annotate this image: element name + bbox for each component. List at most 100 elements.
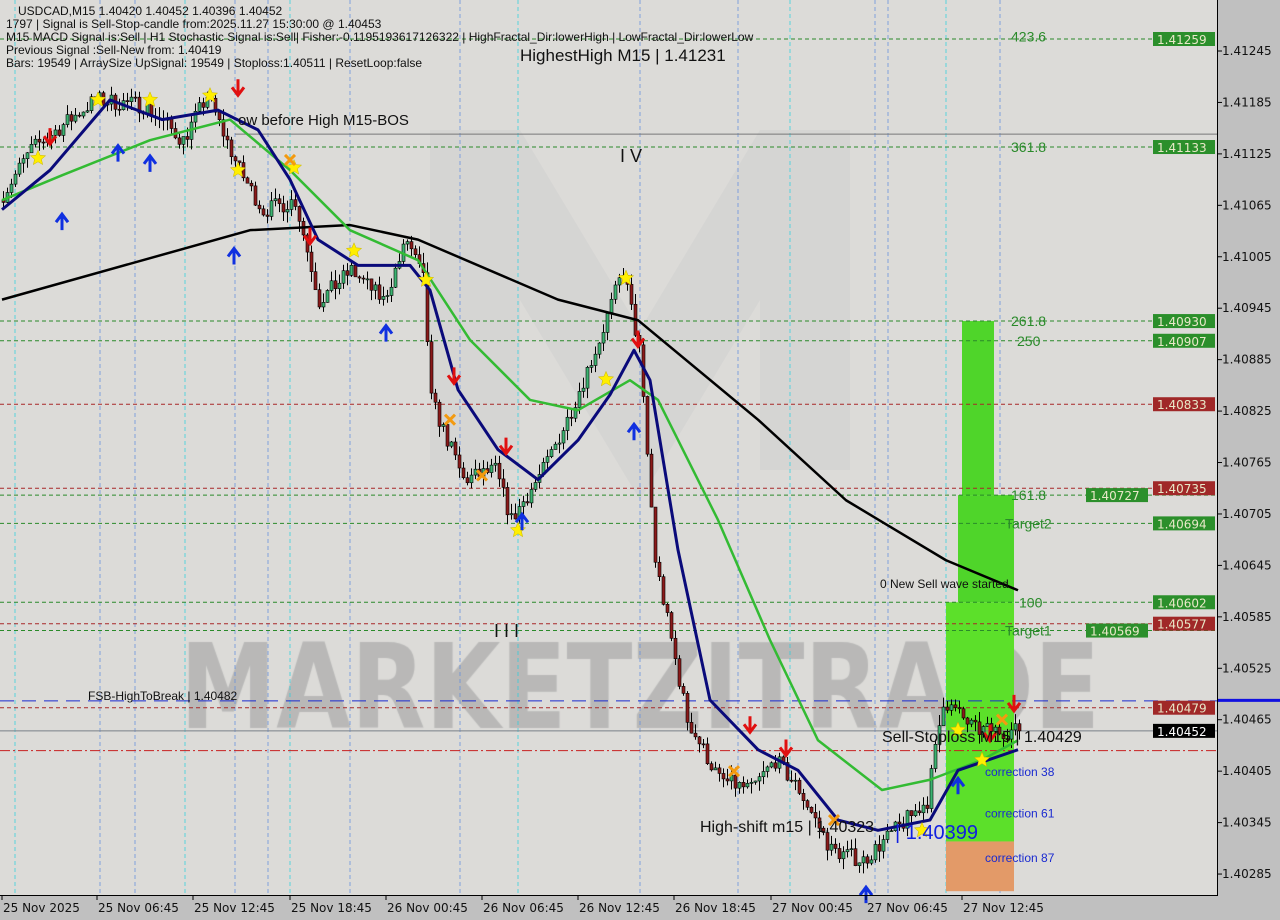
candle-body xyxy=(673,637,678,660)
candle-body xyxy=(85,110,90,113)
price-level-tag-label: 1.40735 xyxy=(1157,482,1207,496)
candle-body xyxy=(977,721,982,735)
candle-body xyxy=(249,182,254,187)
price-level-tag xyxy=(1153,140,1215,155)
candle xyxy=(573,401,578,423)
candle-body xyxy=(377,284,382,300)
price-level-tag-label: 1.40452 xyxy=(1157,725,1207,739)
price-level-tag xyxy=(1153,616,1215,631)
price-tick-label: 1.40465 xyxy=(1222,713,1272,727)
candle xyxy=(817,810,822,839)
candle xyxy=(973,715,978,732)
candle xyxy=(701,739,706,749)
candle-body xyxy=(429,341,434,394)
signal-star-icon xyxy=(89,91,107,107)
candle-body xyxy=(405,241,410,245)
candle xyxy=(13,170,18,188)
candle xyxy=(697,735,702,753)
price-tick-label: 1.41005 xyxy=(1222,250,1272,264)
time-tick-label: 27 Nov 00:45 xyxy=(772,901,853,915)
candle xyxy=(905,809,910,837)
candle-body xyxy=(1009,729,1014,740)
candle xyxy=(801,788,806,810)
candle-body xyxy=(505,487,510,516)
price-tick-label: 1.40945 xyxy=(1222,301,1272,315)
candle xyxy=(445,420,450,451)
candle xyxy=(449,440,454,449)
candle-body xyxy=(193,111,198,123)
candle xyxy=(665,602,670,617)
price-level-tag-label: 1.40930 xyxy=(1157,315,1207,329)
fib-label: correction 61 xyxy=(985,806,1055,820)
candle-body xyxy=(217,111,222,120)
candle xyxy=(705,737,710,766)
candle xyxy=(569,410,574,427)
candle xyxy=(745,779,750,789)
candle xyxy=(809,806,814,814)
candle xyxy=(869,855,874,866)
candle xyxy=(965,716,970,733)
candle-body xyxy=(493,462,498,466)
candle xyxy=(969,718,974,728)
candle xyxy=(553,441,558,450)
candle-body xyxy=(369,278,374,291)
buy-arrow-icon xyxy=(378,323,394,342)
candle-body xyxy=(841,851,846,860)
candle-body xyxy=(557,442,562,445)
candle-body xyxy=(817,817,822,829)
candle-body xyxy=(657,561,662,578)
candle-body xyxy=(269,200,274,217)
candle xyxy=(505,482,510,525)
candle xyxy=(661,574,666,606)
candle xyxy=(33,135,38,148)
candle-body xyxy=(61,124,66,136)
buy-arrow-icon xyxy=(950,775,966,795)
candle-body xyxy=(357,276,362,279)
candle-body xyxy=(973,719,978,723)
candle xyxy=(381,286,386,306)
candle xyxy=(385,289,390,303)
signal-star-icon xyxy=(417,271,435,287)
signal-star-icon xyxy=(973,751,991,768)
candle-body xyxy=(725,778,730,782)
candle-body xyxy=(449,441,454,447)
candle-body xyxy=(801,793,806,801)
price-tick-label: 1.41125 xyxy=(1222,147,1272,161)
price-level-tag xyxy=(1153,723,1215,738)
candle xyxy=(261,205,266,217)
candle xyxy=(565,409,570,441)
candle xyxy=(441,422,446,432)
candle xyxy=(1013,714,1018,736)
candle-body xyxy=(253,185,258,206)
candle xyxy=(469,468,474,489)
candle xyxy=(593,346,598,373)
candle xyxy=(9,178,14,198)
candle-body xyxy=(337,282,342,289)
candle xyxy=(849,839,854,857)
candle-body xyxy=(569,416,574,419)
price-tick-label: 1.40825 xyxy=(1222,404,1272,418)
candle-body xyxy=(573,407,578,419)
price-level-tag-label: 1.40907 xyxy=(1157,335,1207,349)
candle-body xyxy=(809,806,814,813)
candle-body xyxy=(853,848,858,866)
candle xyxy=(953,699,958,712)
exit-cross-icon xyxy=(283,153,297,166)
candle xyxy=(277,193,282,213)
candle-body xyxy=(333,280,338,289)
candle xyxy=(933,739,938,773)
candle-body xyxy=(869,859,874,864)
candle xyxy=(405,239,410,251)
candle xyxy=(793,772,798,791)
candle-body xyxy=(645,396,650,455)
price-level-tag-label: 1.40569 xyxy=(1090,625,1140,639)
candle-body xyxy=(33,138,38,145)
candle-body xyxy=(25,152,30,159)
candle-body xyxy=(361,277,366,280)
candle-body xyxy=(913,810,918,816)
candle xyxy=(857,862,862,873)
candle-body xyxy=(201,102,206,108)
candle xyxy=(805,799,810,811)
candle xyxy=(741,776,746,794)
